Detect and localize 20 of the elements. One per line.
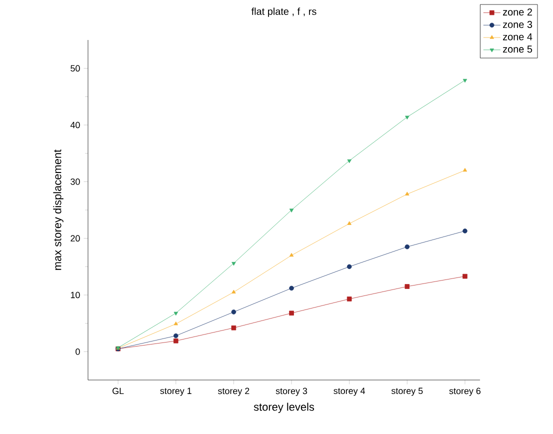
x-tick-label: storey 3 <box>276 388 308 396</box>
y-tick-label: 40 <box>70 122 80 128</box>
x-tick-label: storey 4 <box>334 388 366 396</box>
x-tick-label: storey 6 <box>449 388 481 396</box>
legend-label: zone 4 <box>503 33 532 40</box>
y-tick-label: 50 <box>70 65 80 72</box>
chart-title: flat plate , f , rs <box>251 8 316 17</box>
legend-label: zone 5 <box>503 46 532 53</box>
legend-label: zone 2 <box>503 8 532 16</box>
y-tick-label: 0 <box>76 348 80 355</box>
y-tick-label: 20 <box>70 235 80 242</box>
x-tick-label: GL <box>112 388 124 394</box>
x-tick-label: storey 5 <box>391 388 423 396</box>
x-tick-label: storey 2 <box>218 388 250 396</box>
y-tick-label: 10 <box>70 292 80 298</box>
legend-label: zone 3 <box>503 20 532 28</box>
x-axis-title: storey levels <box>254 402 314 413</box>
y-tick-label: 30 <box>70 178 80 185</box>
y-axis-title: max storey displacement <box>53 149 64 270</box>
x-tick-label: storey 1 <box>160 388 192 396</box>
